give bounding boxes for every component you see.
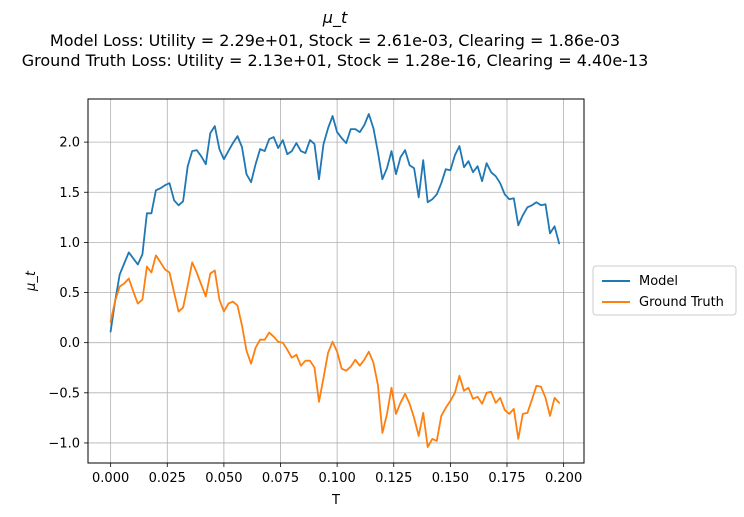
y-tick-label: 2.0 <box>59 136 80 151</box>
chart-title: μ_t <box>322 8 348 28</box>
x-tick-label: 0.200 <box>545 471 582 486</box>
series-line-ground-truth <box>109 254 560 448</box>
x-gridlines <box>110 99 565 463</box>
y-tick-label: −0.5 <box>48 386 80 401</box>
y-tick-label: −1.0 <box>48 436 80 451</box>
chart-subtitle-ground-truth-loss: Ground Truth Loss: Utility = 2.13e+01, S… <box>22 51 649 70</box>
x-tick-label: 0.025 <box>149 471 186 486</box>
x-tick-label: 0.150 <box>432 471 469 486</box>
x-tick-label: 0.050 <box>205 471 242 486</box>
series-line-model <box>109 113 560 333</box>
x-axis-label: T <box>331 493 340 508</box>
x-tick-label: 0.125 <box>375 471 412 486</box>
legend-label-model: Model <box>639 274 678 289</box>
y-tick-label: 0.5 <box>59 286 80 301</box>
x-tick-label: 0.075 <box>262 471 299 486</box>
plot-area-frame <box>87 98 585 464</box>
y-gridlines <box>88 141 584 444</box>
y-axis-ticks: −1.0 −0.5 0.0 0.5 1.0 1.5 2.0 <box>48 136 88 451</box>
y-tick-label: 1.0 <box>59 236 80 251</box>
chart-subtitle-model-loss: Model Loss: Utility = 2.29e+01, Stock = … <box>50 31 620 50</box>
legend: Model Ground Truth <box>592 265 737 316</box>
y-axis-label: μ_t <box>24 270 39 292</box>
legend-label-ground-truth: Ground Truth <box>639 295 724 310</box>
x-tick-label: 0.175 <box>488 471 525 486</box>
y-tick-label: 1.5 <box>59 186 80 201</box>
series-layer <box>109 113 560 448</box>
x-tick-label: 0.000 <box>92 471 129 486</box>
chart-title-symbol: μ_t <box>322 8 348 28</box>
x-tick-label: 0.100 <box>319 471 356 486</box>
y-tick-label: 0.0 <box>59 336 80 351</box>
x-axis-ticks: 0.000 0.025 0.050 0.075 0.100 0.125 0.150 0.175… <box>92 463 582 486</box>
